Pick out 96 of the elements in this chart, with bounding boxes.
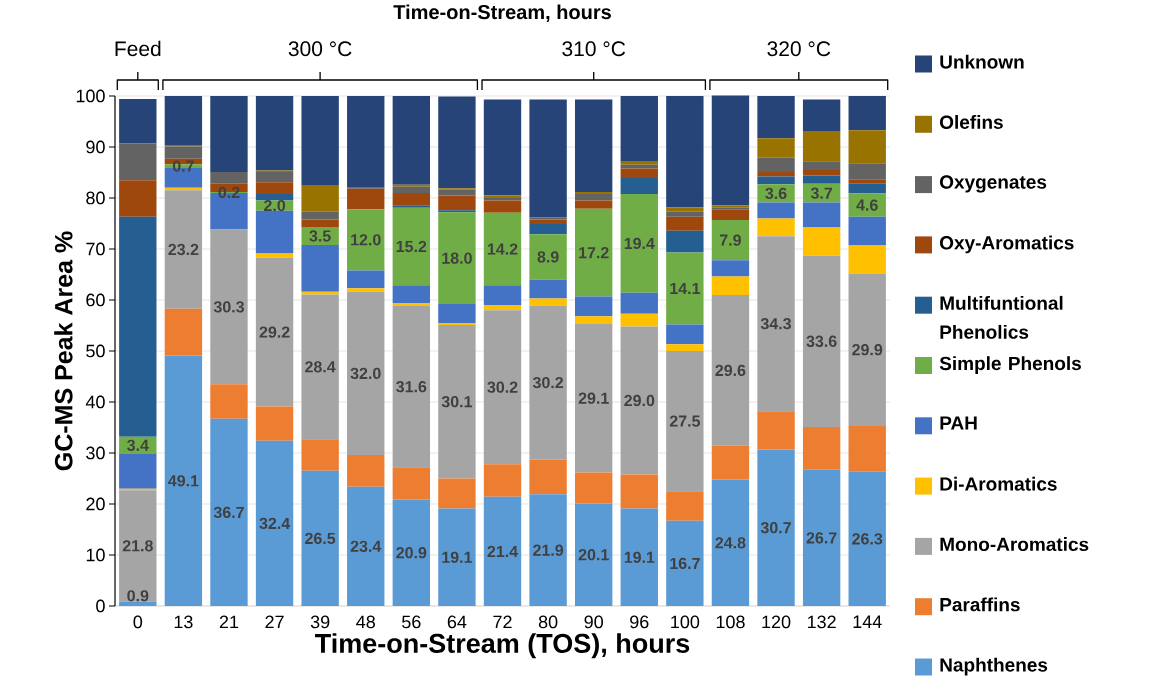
legend-label: Naphthenes — [940, 657, 1048, 676]
x-tick-label: 80 — [538, 615, 558, 629]
data-label: 26.7 — [806, 532, 837, 544]
data-label: 32.4 — [259, 517, 291, 530]
y-tick-label: 100 — [76, 89, 105, 103]
y-tick-label: 20 — [86, 497, 105, 511]
data-label: 16.7 — [670, 557, 700, 570]
data-label: 19.4 — [624, 237, 655, 250]
x-tick-label: 56 — [402, 615, 421, 629]
text: Feed — [115, 40, 161, 57]
legend-label: Unknown — [940, 54, 1024, 69]
y-axis-title: GC-MS Peak Area % — [54, 231, 73, 471]
text: 320 °C — [767, 41, 831, 57]
data-label: 29.1 — [578, 392, 609, 404]
data-label: 30.1 — [441, 396, 473, 408]
legend-label: Mono-Aromatics — [940, 537, 1089, 552]
x-tick-label: 64 — [447, 615, 467, 629]
data-label: 31.6 — [396, 381, 427, 393]
x-tick-label: 96 — [630, 615, 649, 629]
data-label: 30.7 — [760, 522, 791, 534]
data-label: 14.2 — [487, 243, 518, 255]
data-label: 3.7 — [810, 187, 833, 199]
data-label: 27.5 — [669, 415, 701, 427]
data-label: 21.8 — [122, 540, 153, 552]
x-tick-label: 48 — [356, 615, 375, 629]
y-tick-label: 10 — [86, 548, 105, 562]
y-tick-label: 40 — [85, 395, 105, 409]
y-tick-label: 70 — [86, 242, 105, 256]
legend-label: Olefins — [940, 114, 1003, 129]
data-label: 24.8 — [715, 537, 746, 549]
legend-label: Paraffins — [940, 597, 1020, 612]
data-label: 15.2 — [396, 240, 427, 253]
data-label: 29.9 — [852, 344, 883, 356]
data-label: 29.6 — [715, 364, 746, 377]
data-label: 21.4 — [487, 545, 518, 557]
data-label: 19.1 — [624, 551, 655, 563]
data-label: 36.7 — [213, 506, 244, 519]
legend-label: PAH — [940, 416, 977, 430]
data-label: 3.6 — [765, 187, 787, 200]
y-tick-label: 30 — [86, 446, 105, 460]
x-tick-label: 100 — [671, 615, 700, 629]
data-label: 3.4 — [127, 439, 149, 451]
data-label: 4.6 — [856, 199, 878, 211]
x-tick-label: 39 — [310, 615, 330, 629]
data-label: 14.1 — [670, 282, 701, 294]
data-label: 0.9 — [127, 590, 149, 602]
x-tick-label: 13 — [174, 615, 193, 629]
data-label: 7.9 — [719, 234, 741, 246]
x-tick-label: 108 — [716, 615, 745, 629]
data-label: 26.5 — [305, 532, 336, 545]
x-tick-label: 27 — [265, 615, 284, 629]
x-axis-title: Time-on-Stream (TOS), hours — [315, 633, 690, 659]
data-label: 19.1 — [442, 551, 473, 563]
data-label: 49.1 — [168, 475, 199, 487]
text: 310 °C — [562, 41, 626, 57]
data-label: 29.2 — [259, 326, 290, 338]
y-tick-label: 50 — [86, 344, 105, 358]
x-tick-label: 90 — [584, 615, 603, 629]
x-tick-label: 120 — [762, 615, 791, 629]
data-label: 20.9 — [396, 547, 427, 559]
data-label: 20.1 — [578, 549, 609, 561]
data-label: 30.3 — [213, 301, 244, 313]
data-label: 30.2 — [487, 381, 518, 393]
data-label: 18.0 — [442, 252, 472, 264]
legend-label: Simple Phenols — [939, 356, 1081, 374]
data-label: 8.9 — [537, 251, 559, 263]
legend-label: Di-Aromatics — [940, 476, 1057, 491]
y-tick-label: 80 — [86, 191, 105, 205]
y-tick-label: 0 — [96, 599, 105, 613]
data-label: 2.0 — [264, 199, 286, 212]
data-label: 21.9 — [533, 544, 564, 556]
data-label: 30.2 — [532, 376, 564, 389]
data-label: 17.2 — [579, 247, 609, 259]
legend-label: Oxy-Aromatics — [940, 235, 1074, 254]
y-tick-label: 60 — [86, 293, 105, 307]
x-tick-label: 72 — [493, 615, 512, 629]
legend-label: Multifuntional Phenolics — [940, 295, 1063, 339]
data-label: 12.0 — [351, 234, 381, 246]
data-label: 33.6 — [806, 335, 837, 347]
data-label: 26.3 — [852, 533, 883, 545]
data-label: 3.5 — [309, 230, 331, 242]
data-label: 0.2 — [218, 186, 240, 199]
data-label: 32.0 — [350, 367, 381, 380]
data-label: 28.4 — [305, 361, 336, 373]
legend-label: Oxygenates — [940, 175, 1047, 193]
x-tick-label: 144 — [853, 615, 882, 628]
x-tick-label: 0 — [133, 615, 143, 629]
data-label: 23.2 — [168, 243, 199, 256]
x-tick-label: 132 — [807, 615, 836, 629]
chart-title: Time-on-Stream, hours — [393, 4, 611, 23]
data-label: 23.4 — [350, 540, 382, 552]
data-label: 29.0 — [624, 394, 655, 407]
data-label: 34.3 — [760, 318, 791, 330]
y-tick-label: 90 — [86, 140, 105, 154]
x-tick-label: 21 — [219, 615, 239, 629]
text: 300 °C — [288, 41, 352, 57]
